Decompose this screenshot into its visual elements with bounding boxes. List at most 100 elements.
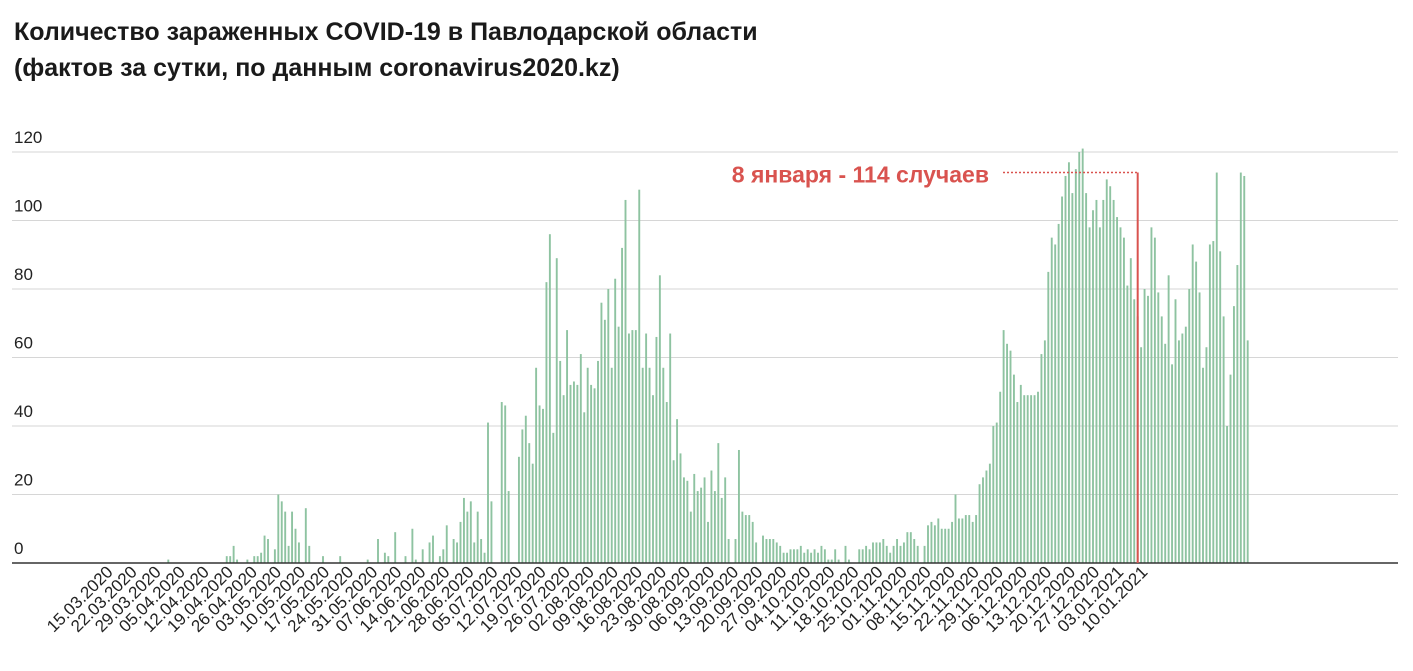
bar xyxy=(810,552,813,563)
bar xyxy=(542,408,544,564)
bar xyxy=(937,518,940,563)
bar xyxy=(260,552,263,563)
bar xyxy=(1064,175,1067,564)
bar xyxy=(1226,426,1229,563)
bar xyxy=(1074,169,1077,564)
bar xyxy=(1157,292,1160,563)
bar xyxy=(995,422,998,563)
bar xyxy=(944,528,947,563)
bar xyxy=(593,388,596,563)
chart-title: Количество зараженных COVID-19 в Павлода… xyxy=(14,14,758,86)
bar xyxy=(638,189,641,563)
bar xyxy=(1033,395,1036,563)
bar xyxy=(1088,227,1091,563)
bar xyxy=(792,549,795,563)
bar xyxy=(617,326,620,563)
bar xyxy=(232,545,235,564)
bar xyxy=(789,549,792,563)
bar xyxy=(414,559,417,563)
bar xyxy=(913,539,916,563)
bar xyxy=(1236,265,1239,563)
bar xyxy=(978,484,981,563)
bar xyxy=(524,415,527,563)
bar xyxy=(696,491,699,563)
bar xyxy=(507,491,510,563)
bar xyxy=(930,521,933,563)
bar xyxy=(1122,237,1125,564)
bar xyxy=(562,395,565,563)
bar xyxy=(322,556,324,563)
bar xyxy=(713,491,716,563)
bar xyxy=(1246,340,1249,564)
bar xyxy=(304,508,307,563)
bar xyxy=(1098,227,1101,563)
y-tick-label: 20 xyxy=(14,471,33,490)
bar xyxy=(768,539,771,563)
bar xyxy=(538,405,541,563)
bars xyxy=(167,148,1249,564)
bar xyxy=(964,515,967,563)
bar xyxy=(762,535,764,563)
bar xyxy=(916,545,919,564)
bar xyxy=(273,549,276,563)
bar xyxy=(975,515,978,563)
bar xyxy=(868,549,871,563)
bar xyxy=(861,549,864,563)
bar xyxy=(552,432,555,563)
bar xyxy=(236,559,239,563)
bar xyxy=(779,545,782,564)
bar xyxy=(1167,275,1170,563)
bar xyxy=(1012,374,1015,564)
bar xyxy=(452,539,455,563)
y-tick-label: 40 xyxy=(14,402,33,421)
bar xyxy=(1205,347,1208,563)
bar xyxy=(710,470,713,563)
bar xyxy=(1198,292,1201,563)
bar xyxy=(1153,237,1156,564)
bar xyxy=(476,511,479,564)
bar xyxy=(1078,152,1081,563)
bar xyxy=(438,556,441,563)
bar xyxy=(1006,343,1009,563)
bar xyxy=(404,556,407,563)
bar xyxy=(909,532,912,563)
bar xyxy=(1188,289,1191,563)
bar xyxy=(597,360,599,563)
bar xyxy=(927,525,929,563)
bar xyxy=(387,556,390,563)
bar xyxy=(462,497,465,563)
bar xyxy=(1202,367,1204,563)
bar xyxy=(772,539,775,563)
bar xyxy=(971,521,974,563)
bar xyxy=(803,552,806,563)
bar xyxy=(957,518,960,563)
bar xyxy=(517,456,520,563)
bar xyxy=(280,501,283,563)
bar xyxy=(755,542,758,563)
bar xyxy=(717,443,720,564)
bar xyxy=(669,333,672,563)
bar xyxy=(287,545,290,564)
bar xyxy=(1019,384,1022,563)
bar xyxy=(294,528,297,563)
bar xyxy=(366,559,369,563)
bar xyxy=(820,545,823,564)
bar xyxy=(253,556,256,563)
bar xyxy=(229,556,232,563)
annotation-label: 8 января - 114 случаев xyxy=(732,162,989,188)
bar xyxy=(1184,326,1187,563)
bar xyxy=(775,542,778,563)
y-tick-label: 80 xyxy=(14,265,33,284)
bar xyxy=(263,535,266,563)
bar xyxy=(1212,241,1215,564)
bar xyxy=(631,330,634,563)
bar xyxy=(844,545,847,564)
bar xyxy=(827,559,830,563)
bar xyxy=(1105,179,1108,563)
bar xyxy=(1002,330,1005,563)
bar xyxy=(765,539,768,563)
bar xyxy=(875,542,878,563)
bar xyxy=(1133,299,1136,563)
bar xyxy=(624,199,627,563)
bar xyxy=(689,511,692,564)
